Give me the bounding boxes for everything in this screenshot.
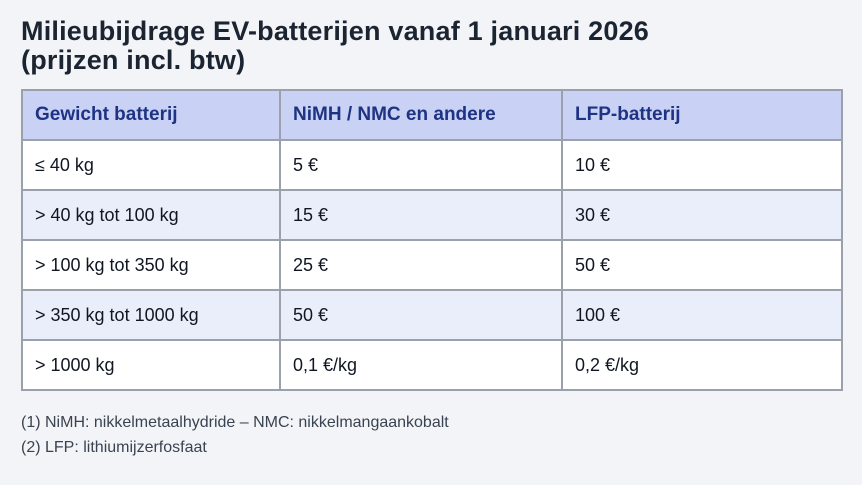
cell-lfp-price: 30 €	[561, 189, 843, 241]
footnote-nimh-nmc: (1) NiMH: nikkelmetaalhydride – NMC: nik…	[21, 414, 449, 431]
cell-nimh-price: 50 €	[279, 289, 563, 341]
cell-weight: > 40 kg tot 100 kg	[21, 189, 281, 241]
cell-weight: ≤ 40 kg	[21, 139, 281, 191]
cell-lfp-price: 100 €	[561, 289, 843, 341]
cell-nimh-price: 25 €	[279, 239, 563, 291]
column-header-nimh-nmc: NiMH / NMC en andere	[279, 89, 563, 141]
cell-weight: > 1000 kg	[21, 339, 281, 391]
column-header-weight: Gewicht batterij	[21, 89, 281, 141]
footnotes: (1) NiMH: nikkelmetaalhydride – NMC: nik…	[21, 410, 841, 460]
table-row: > 1000 kg 0,1 €/kg 0,2 €/kg	[21, 339, 843, 391]
table-row: > 100 kg tot 350 kg 25 € 50 €	[21, 239, 843, 291]
table-header: Gewicht batterij NiMH / NMC en andere LF…	[21, 89, 843, 141]
cell-nimh-price: 0,1 €/kg	[279, 339, 563, 391]
header-row: Gewicht batterij NiMH / NMC en andere LF…	[21, 89, 843, 141]
cell-weight: > 100 kg tot 350 kg	[21, 239, 281, 291]
column-header-lfp: LFP-batterij	[561, 89, 843, 141]
footnote-lfp: (2) LFP: lithiumijzerfosfaat	[21, 439, 207, 456]
cell-lfp-price: 50 €	[561, 239, 843, 291]
table-row: > 40 kg tot 100 kg 15 € 30 €	[21, 189, 843, 241]
page-title-line-1: Milieubijdrage EV-batterijen vanaf 1 jan…	[21, 16, 650, 46]
page-title: Milieubijdrage EV-batterijen vanaf 1 jan…	[21, 17, 841, 75]
table-row: > 350 kg tot 1000 kg 50 € 100 €	[21, 289, 843, 341]
table-row: ≤ 40 kg 5 € 10 €	[21, 139, 843, 191]
page-title-line-2: (prijzen incl. btw)	[21, 45, 246, 75]
cell-weight: > 350 kg tot 1000 kg	[21, 289, 281, 341]
battery-contribution-table: Gewicht batterij NiMH / NMC en andere LF…	[21, 89, 843, 391]
cell-nimh-price: 15 €	[279, 189, 563, 241]
cell-lfp-price: 0,2 €/kg	[561, 339, 843, 391]
table-body: ≤ 40 kg 5 € 10 € > 40 kg tot 100 kg 15 €…	[21, 139, 843, 391]
cell-nimh-price: 5 €	[279, 139, 563, 191]
page: Milieubijdrage EV-batterijen vanaf 1 jan…	[21, 17, 843, 460]
cell-lfp-price: 10 €	[561, 139, 843, 191]
